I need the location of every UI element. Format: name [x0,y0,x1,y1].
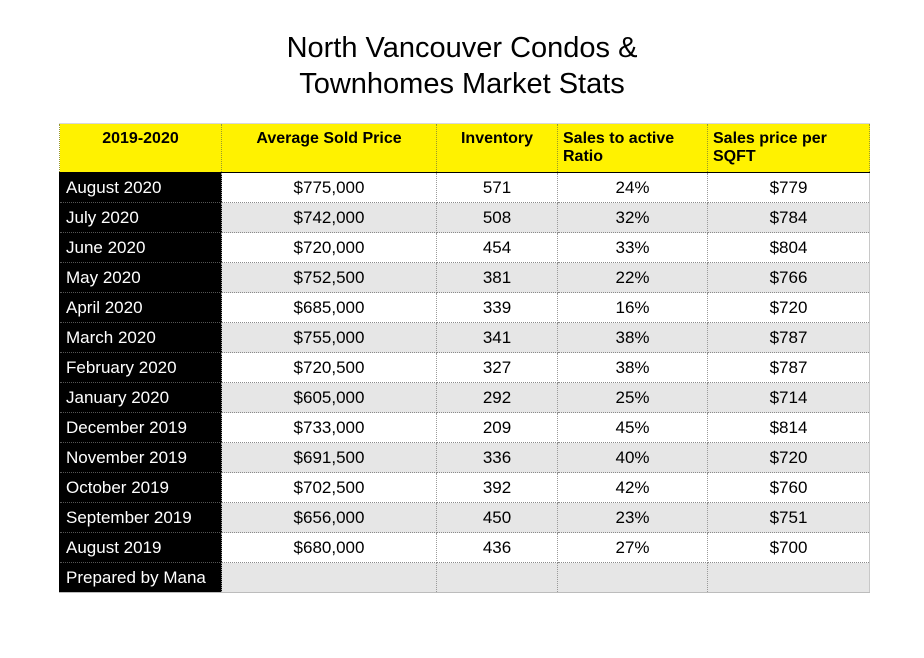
header-row: 2019-2020 Average Sold Price Inventory S… [59,123,870,173]
sales-price-per-sqft-cell: $751 [707,502,870,533]
chart-title-line-2: Townhomes Market Stats [299,68,625,100]
sales-to-active-ratio-cell: 45% [557,412,708,443]
inventory-cell: 209 [436,412,558,443]
chart-title: North Vancouver Condos & Townhomes Marke… [0,30,924,102]
table-row: Prepared by Mana [59,562,870,593]
table-row: April 2020 $685,000 339 16% $720 [59,292,870,323]
inventory-cell: 336 [436,442,558,473]
chart-title-line-1: North Vancouver Condos & [286,32,638,64]
inventory-cell: 571 [436,172,558,203]
month-cell: May 2020 [59,262,222,293]
sales-to-active-ratio-cell: 33% [557,232,708,263]
month-cell: June 2020 [59,232,222,263]
inventory-cell [436,562,558,593]
table-row: December 2019 $733,000 209 45% $814 [59,412,870,443]
average-sold-price-cell: $752,500 [221,262,437,293]
sales-price-per-sqft-cell: $814 [707,412,870,443]
month-cell: October 2019 [59,472,222,503]
average-sold-price-cell: $775,000 [221,172,437,203]
month-cell: December 2019 [59,412,222,443]
sales-to-active-ratio-cell: 27% [557,532,708,563]
month-cell: January 2020 [59,382,222,413]
inventory-cell: 341 [436,322,558,353]
sales-price-per-sqft-cell: $787 [707,322,870,353]
sales-to-active-ratio-cell: 22% [557,262,708,293]
average-sold-price-cell: $755,000 [221,322,437,353]
month-cell: February 2020 [59,352,222,383]
sales-to-active-ratio-cell [557,562,708,593]
inventory-cell: 381 [436,262,558,293]
sales-price-per-sqft-cell: $804 [707,232,870,263]
sales-price-per-sqft-cell: $784 [707,202,870,233]
average-sold-price-cell: $691,500 [221,442,437,473]
inventory-cell: 508 [436,202,558,233]
inventory-cell: 450 [436,502,558,533]
sales-to-active-ratio-cell: 16% [557,292,708,323]
month-cell: April 2020 [59,292,222,323]
sales-to-active-ratio-cell: 38% [557,322,708,353]
column-header-period: 2019-2020 [59,123,222,173]
month-cell: Prepared by Mana [59,562,222,593]
average-sold-price-cell: $656,000 [221,502,437,533]
table-row: January 2020 $605,000 292 25% $714 [59,382,870,413]
column-header-sales-price-per-sqft: Sales price per SQFT [707,123,870,173]
average-sold-price-cell: $605,000 [221,382,437,413]
table-row: August 2019 $680,000 436 27% $700 [59,532,870,563]
table-row: October 2019 $702,500 392 42% $760 [59,472,870,503]
inventory-cell: 327 [436,352,558,383]
month-cell: November 2019 [59,442,222,473]
inventory-cell: 392 [436,472,558,503]
table-body: August 2020 $775,000 571 24% $779 July 2020 $7… [59,172,870,593]
sales-to-active-ratio-cell: 38% [557,352,708,383]
sales-price-per-sqft-cell: $760 [707,472,870,503]
sales-to-active-ratio-cell: 42% [557,472,708,503]
sales-to-active-ratio-cell: 23% [557,502,708,533]
column-header-average-sold-price: Average Sold Price [221,123,437,173]
month-cell: September 2019 [59,502,222,533]
average-sold-price-cell: $720,000 [221,232,437,263]
table-row: August 2020 $775,000 571 24% $779 [59,172,870,203]
sales-to-active-ratio-cell: 32% [557,202,708,233]
sales-price-per-sqft-cell: $720 [707,442,870,473]
average-sold-price-cell: $702,500 [221,472,437,503]
month-cell: August 2020 [59,172,222,203]
table-row: November 2019 $691,500 336 40% $720 [59,442,870,473]
inventory-cell: 339 [436,292,558,323]
average-sold-price-cell: $680,000 [221,532,437,563]
sales-to-active-ratio-cell: 40% [557,442,708,473]
average-sold-price-cell: $742,000 [221,202,437,233]
table-row: March 2020 $755,000 341 38% $787 [59,322,870,353]
average-sold-price-cell [221,562,437,593]
sales-to-active-ratio-cell: 24% [557,172,708,203]
month-cell: August 2019 [59,532,222,563]
column-header-inventory: Inventory [436,123,558,173]
sales-price-per-sqft-cell: $720 [707,292,870,323]
average-sold-price-cell: $720,500 [221,352,437,383]
table-row: May 2020 $752,500 381 22% $766 [59,262,870,293]
table-row: July 2020 $742,000 508 32% $784 [59,202,870,233]
sales-price-per-sqft-cell: $779 [707,172,870,203]
inventory-cell: 292 [436,382,558,413]
sales-to-active-ratio-cell: 25% [557,382,708,413]
sales-price-per-sqft-cell [707,562,870,593]
average-sold-price-cell: $733,000 [221,412,437,443]
inventory-cell: 454 [436,232,558,263]
column-header-sales-to-active-ratio: Sales to active Ratio [557,123,708,173]
inventory-cell: 436 [436,532,558,563]
table-row: September 2019 $656,000 450 23% $751 [59,502,870,533]
month-cell: July 2020 [59,202,222,233]
sales-price-per-sqft-cell: $766 [707,262,870,293]
market-stats-table: 2019-2020 Average Sold Price Inventory S… [59,123,870,593]
table-row: June 2020 $720,000 454 33% $804 [59,232,870,263]
sales-price-per-sqft-cell: $700 [707,532,870,563]
table-row: February 2020 $720,500 327 38% $787 [59,352,870,383]
month-cell: March 2020 [59,322,222,353]
sales-price-per-sqft-cell: $714 [707,382,870,413]
sales-price-per-sqft-cell: $787 [707,352,870,383]
average-sold-price-cell: $685,000 [221,292,437,323]
